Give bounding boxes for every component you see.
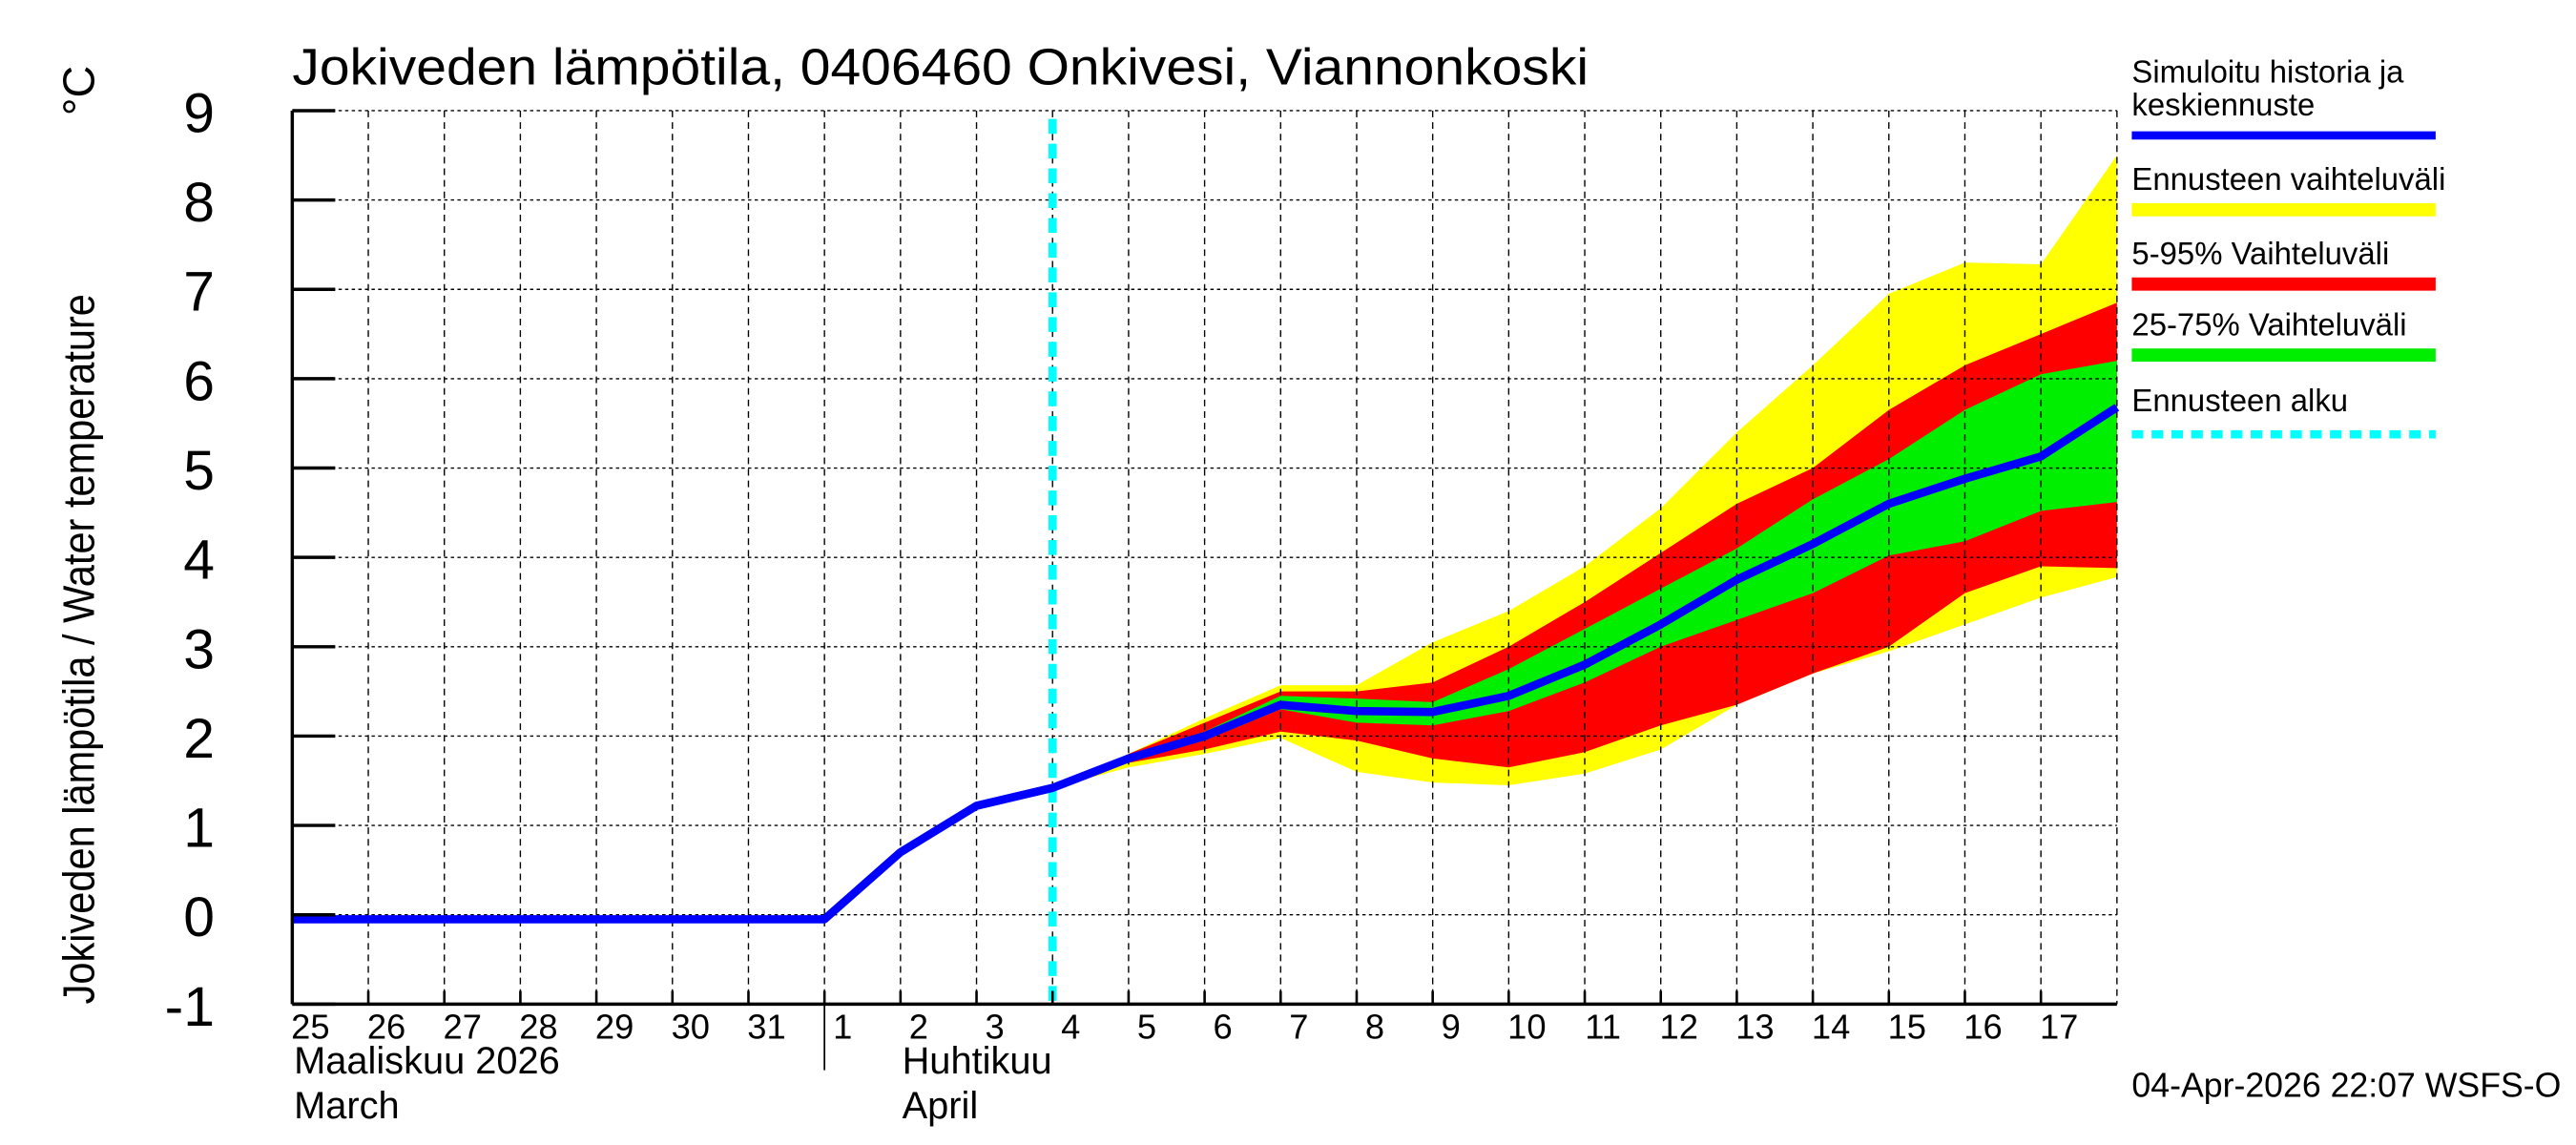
x-tick-label: 3: [985, 1008, 1004, 1047]
y-tick-label: 6: [183, 350, 215, 412]
x-tick-label: 7: [1289, 1008, 1308, 1047]
x-tick-label: 16: [1963, 1008, 2002, 1047]
legend-swatch: [2131, 348, 2436, 363]
x-tick-label: 27: [444, 1008, 482, 1047]
x-tick-label: 6: [1214, 1008, 1233, 1047]
y-tick-label: 9: [183, 82, 215, 144]
footer-timestamp: 04-Apr-2026 22:07 WSFS-O: [2131, 1065, 2561, 1104]
legend-entry: Ennusteen alku: [2131, 383, 2436, 439]
y-tick-label: 3: [183, 618, 215, 680]
month-label-fi: Maaliskuu 2026: [294, 1040, 560, 1082]
x-tick-label: 17: [2040, 1008, 2078, 1047]
x-tick-label: 29: [595, 1008, 634, 1047]
legend-label: Ennusteen alku: [2131, 383, 2348, 418]
legend-entry: 5-95% Vaihteluväli: [2131, 236, 2436, 291]
grid: [292, 110, 2118, 1005]
y-axis-label: Jokiveden lämpötila / Water temperature: [54, 294, 104, 1004]
y-tick-label: 1: [183, 798, 215, 860]
x-tick-label: 12: [1660, 1008, 1698, 1047]
legend-label: 25-75% Vaihteluväli: [2131, 306, 2406, 342]
legend-swatch: [2131, 202, 2436, 217]
x-tick-label: 5: [1137, 1008, 1156, 1047]
y-tick-label: 4: [183, 530, 215, 592]
legend-swatch: [2131, 277, 2436, 291]
legend-label: Ennusteen vaihteluväli: [2131, 161, 2445, 197]
chart-title: Jokiveden lämpötila, 0406460 Onkivesi, V…: [292, 38, 1589, 95]
y-tick-label: 5: [183, 440, 215, 502]
month-label-en: March: [294, 1085, 400, 1127]
y-tick-label: 8: [183, 172, 215, 234]
x-tick-label: 8: [1365, 1008, 1384, 1047]
y-tick-label: 0: [183, 886, 215, 948]
x-tick-label: 10: [1507, 1008, 1546, 1047]
y-tick-label: 2: [183, 708, 215, 770]
x-tick-label: 11: [1585, 1008, 1621, 1047]
y-tick-label: 7: [183, 261, 215, 323]
legend-entry: Ennusteen vaihteluväli: [2131, 161, 2445, 217]
x-tick-label: 13: [1735, 1008, 1774, 1047]
legend-label: keskiennuste: [2131, 87, 2315, 122]
month-label-en: April: [903, 1085, 979, 1127]
x-tick-label: 2: [909, 1008, 928, 1047]
x-tick-label: 14: [1812, 1008, 1850, 1047]
x-tick-label: 28: [519, 1008, 557, 1047]
legend-entry: 25-75% Vaihteluväli: [2131, 306, 2436, 363]
x-tick-label: 25: [291, 1008, 329, 1047]
legend-label: 5-95% Vaihteluväli: [2131, 236, 2389, 271]
x-tick-label: 26: [367, 1008, 405, 1047]
month-label-fi: Huhtikuu: [903, 1040, 1052, 1082]
x-tick-label: 15: [1888, 1008, 1926, 1047]
y-axis-unit: °C: [54, 66, 104, 115]
x-tick-label: 1: [833, 1008, 852, 1047]
x-tick-label: 31: [747, 1008, 785, 1047]
series-lines: [292, 118, 2120, 1005]
x-tick-label: 4: [1061, 1008, 1080, 1047]
x-tick-label: 30: [672, 1008, 710, 1047]
y-tick-label: -1: [165, 976, 215, 1038]
band-25-75-vaihteluv-li: [1052, 361, 2117, 788]
legend-label: Simuloitu historia ja: [2131, 54, 2404, 90]
x-tick-label: 9: [1442, 1008, 1461, 1047]
median-line: [292, 404, 2120, 924]
